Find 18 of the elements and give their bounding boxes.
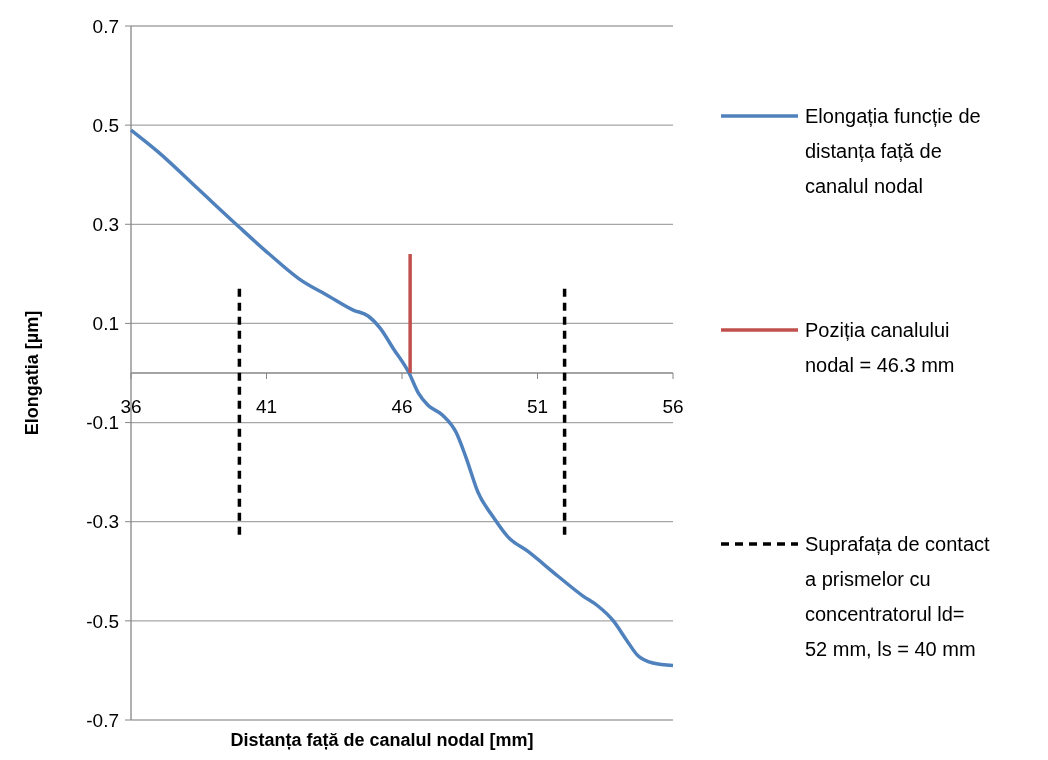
legend-label: Suprafața de contact a prismelor cu concentratorul ld= 52 mm, ls = 40 mm: [805, 533, 991, 660]
x-tick-label: 51: [526, 396, 549, 417]
x-tick-label: 46: [391, 396, 413, 417]
legend-label: Poziția canalului nodal = 46.3 mm: [805, 319, 955, 376]
y-tick-label: 0.7: [92, 15, 119, 37]
y-tick-label: -0.1: [86, 412, 119, 434]
x-axis-title: Distanța față de canalul nodal [mm]: [230, 730, 534, 750]
y-axis-title: Elongatia [µm]: [22, 310, 42, 436]
x-tick-label: 36: [120, 396, 142, 417]
x-tick-label: 41: [255, 396, 278, 417]
y-tick-label: -0.7: [86, 709, 119, 731]
y-tick-label: 0.3: [92, 213, 119, 235]
y-tick-label: 0.5: [92, 114, 119, 136]
y-tick-label: -0.3: [86, 511, 119, 533]
y-tick-label: 0.1: [92, 313, 119, 335]
legend-label: Elongația funcție de distanța față de canalul nodal: [805, 105, 981, 197]
x-tick-label: 56: [662, 396, 684, 417]
y-tick-label: -0.5: [86, 610, 119, 632]
